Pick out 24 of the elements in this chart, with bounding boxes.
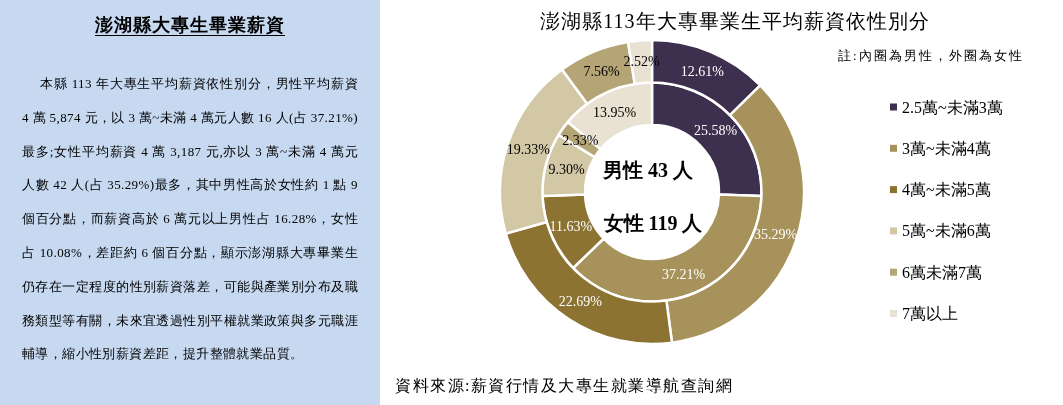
text: 註:內圈為男性，外圈為女性	[838, 47, 1024, 63]
data-label: 37.21%	[661, 266, 706, 282]
data-label: 2.33%	[562, 133, 599, 149]
chart-title: 澎湖縣113年大專畢業生平均薪資依性別分	[540, 10, 930, 32]
legend-label: 7萬以上	[902, 305, 958, 322]
legend-label: 6萬未滿7萬	[902, 263, 982, 281]
text: 澎湖縣大專生畢業薪資	[95, 15, 285, 35]
data-label: 13.95%	[592, 104, 637, 120]
data-label: 35.29%	[754, 226, 798, 242]
legend-label: 4萬~未滿5萬	[902, 181, 991, 199]
data-label: 7.56%	[583, 63, 620, 79]
data-label: 11.63%	[549, 219, 593, 235]
data-label: 22.69%	[558, 293, 603, 309]
text: 本縣 113 年大專生平均薪資依性別分，男性平均薪資 4 萬 5,874 元，以 3 萬~未滿 4 萬元人數 16 人(占 37.21%)最多;女性平均薪資 4 萬 3,187 元,亦以 3 萬~未滿 4 萬元人數 42 人(占 35.29%)最多，其中男性高於女性約 1 點 9 個百分點，而薪資高於 6 萬元以上男性占 16.28%，女性占 10.08%，差距約 6 個百分點，顯示澎湖縣大專畢業生仍存在一定程度的性別薪資落差，可能與產業別分布及職務類型等有關，未來宜透過性別平權就業政策與多元職涯輔導，縮小性別薪資差距，提升整體就業品質。	[22, 76, 358, 362]
text: 女性 119 人	[602, 212, 704, 234]
data-label: 12.61%	[680, 63, 725, 79]
legend-label: 3萬~未滿4萬	[902, 139, 991, 157]
data-label: 19.33%	[506, 142, 551, 158]
legend-label: 2.5萬~未滿3萬	[902, 98, 1003, 116]
data-label: 25.58%	[693, 123, 738, 139]
data-label: 9.30%	[548, 162, 586, 178]
legend-label: 5萬~未滿6萬	[902, 222, 991, 240]
text: 男性 43 人	[602, 159, 694, 181]
source-note: 資料來源:薪資行情及大專生就業導航查詢網	[395, 376, 734, 394]
